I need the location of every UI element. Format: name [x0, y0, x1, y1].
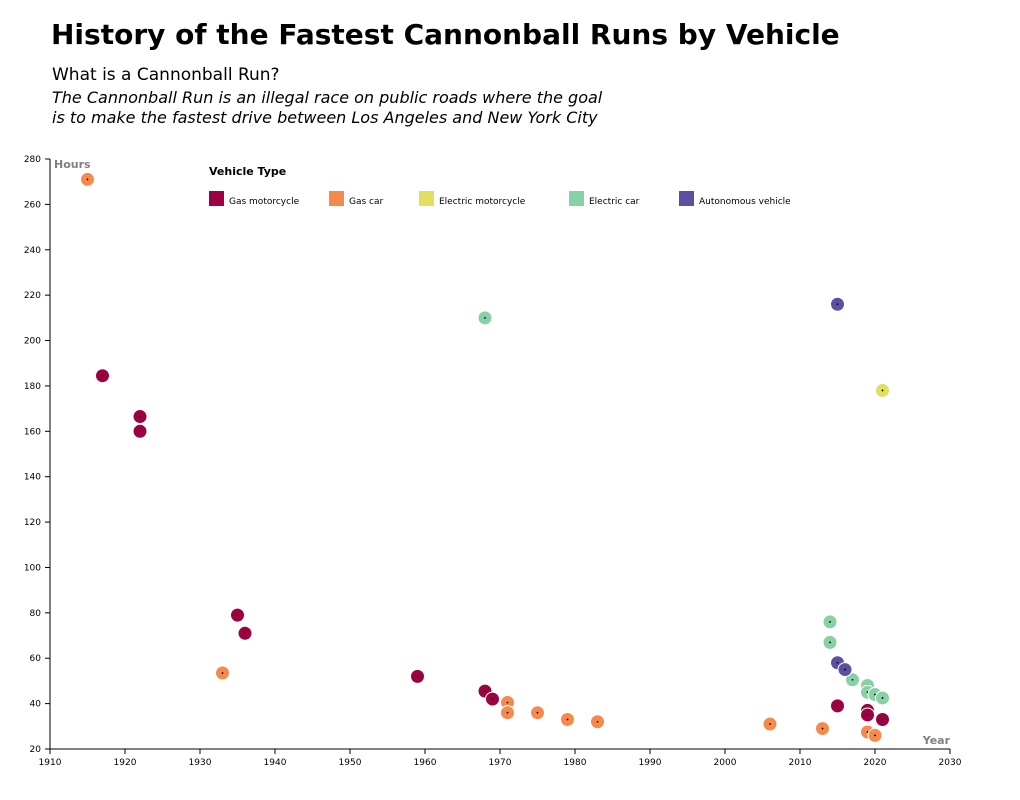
chart-subtitle: What is a Cannonball Run? [52, 65, 280, 85]
data-point-center [484, 690, 486, 693]
data-point-center [536, 711, 539, 714]
data-point-center [101, 374, 104, 377]
data-point-center [139, 430, 141, 433]
legend-label: Electric motorcycle [439, 197, 526, 207]
y-tick-label: 280 [24, 155, 41, 165]
data-point-center [221, 672, 224, 674]
axes: 20 40 60 80 100 120 140 160 180 200 220 240 260 280 19… [24, 155, 962, 768]
y-tick-label: 60 [30, 654, 42, 664]
x-tick-label: 1950 [339, 758, 362, 768]
legend-label: Gas car [349, 197, 384, 207]
y-tick-label: 240 [24, 246, 41, 256]
data-point-center [874, 693, 876, 696]
x-tick-label: 1960 [414, 758, 437, 768]
legend-swatch [419, 191, 434, 206]
legend-label: Electric car [589, 197, 640, 207]
data-point-center [821, 727, 824, 730]
x-axis-title: Year [922, 734, 951, 747]
y-axis-title: Hours [54, 158, 91, 171]
data-point-center [566, 718, 569, 721]
description-line-2: is to make the fastest drive between Los… [52, 108, 598, 127]
legend: Vehicle Type Gas motorcycle Gas car Electri… [209, 165, 791, 207]
legend-label: Autonomous vehicle [699, 197, 791, 207]
y-tick-label: 140 [24, 473, 41, 483]
legend-swatch [329, 191, 344, 206]
x-tick-label: 1930 [189, 758, 212, 768]
y-tick-label: 120 [24, 518, 41, 528]
y-tick-label: 260 [24, 200, 41, 210]
data-point-center [244, 632, 246, 635]
chart-title: History of the Fastest Cannonball Runs b… [51, 18, 840, 51]
x-tick-label: 2010 [789, 758, 812, 768]
x-tick-label: 1940 [264, 758, 287, 768]
y-tick-label: 160 [24, 427, 41, 437]
data-point-center [484, 316, 486, 319]
data-points [80, 171, 890, 743]
data-point-center [866, 731, 869, 733]
y-tick-label: 220 [24, 291, 41, 301]
data-point-center [881, 389, 884, 392]
data-point-center [844, 668, 846, 671]
data-point-center [236, 614, 239, 617]
x-tick-label: 1980 [564, 758, 587, 768]
legend-swatch [679, 191, 694, 206]
data-point-center [866, 714, 869, 716]
y-tick-label: 200 [24, 337, 41, 347]
y-tick-label: 40 [30, 700, 42, 710]
data-point-center [881, 697, 884, 699]
data-point-center [836, 704, 839, 707]
data-point-center [596, 720, 599, 723]
x-tick-label: 1970 [489, 758, 512, 768]
data-point-center [506, 711, 509, 714]
chart-description: The Cannonball Run is an illegal race on… [52, 88, 602, 128]
description-line-1: The Cannonball Run is an illegal race on… [52, 88, 603, 107]
y-tick-label: 20 [30, 745, 42, 755]
legend-title: Vehicle Type [209, 165, 286, 178]
y-tick-label: 80 [30, 609, 42, 619]
x-tick-label: 2000 [714, 758, 737, 768]
data-point-center [829, 621, 831, 623]
data-point-center [851, 678, 854, 681]
x-tick-label: 1910 [39, 758, 62, 768]
legend-label: Gas motorcycle [229, 197, 300, 207]
data-point-center [829, 641, 831, 644]
data-point-center [491, 698, 494, 700]
data-point-center [836, 303, 839, 306]
y-tick-label: 100 [24, 563, 41, 573]
data-point-center [881, 718, 884, 721]
x-tick-label: 1990 [639, 758, 662, 768]
y-tick-label: 180 [24, 382, 41, 392]
data-point-center [416, 675, 419, 678]
data-point-center [506, 701, 509, 704]
data-point-center [769, 723, 771, 725]
x-tick-label: 2020 [864, 758, 887, 768]
data-point-center [874, 734, 876, 737]
legend-swatch [209, 191, 224, 206]
data-point-center [836, 661, 839, 664]
x-tick-label: 2030 [939, 758, 962, 768]
legend-swatch [569, 191, 584, 206]
data-point-center [86, 178, 89, 181]
data-point-center [139, 415, 141, 418]
x-tick-label: 1920 [114, 758, 137, 768]
